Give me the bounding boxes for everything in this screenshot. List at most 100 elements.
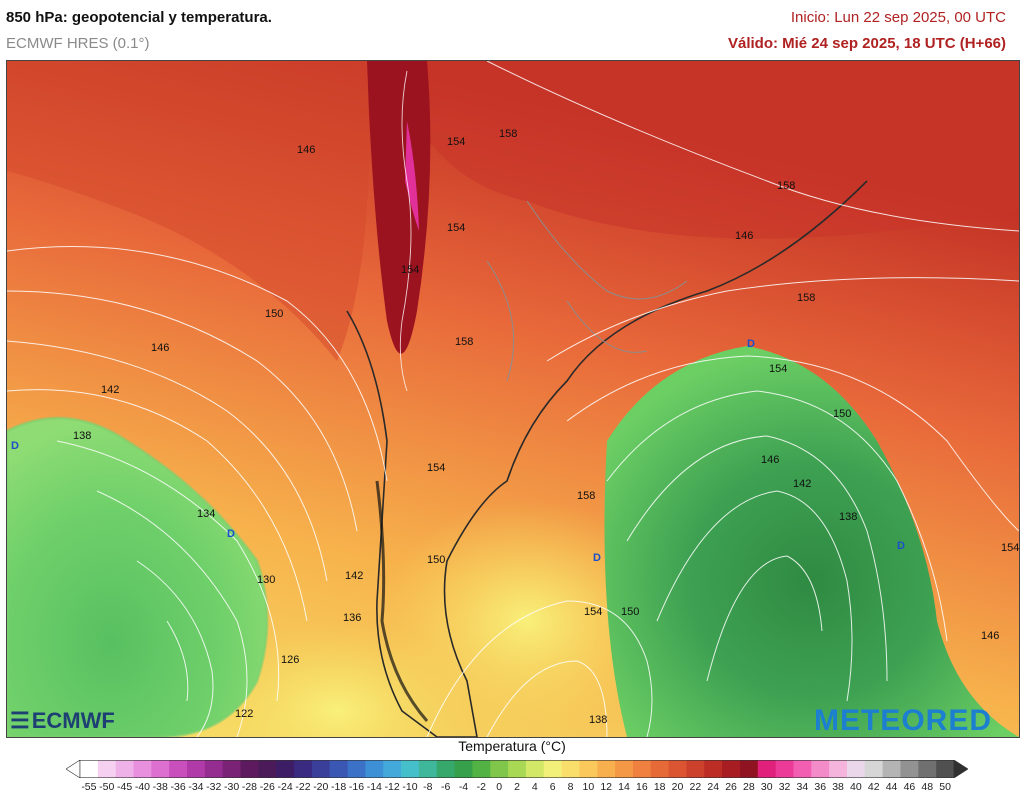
legend-tick-label: 24 — [707, 781, 720, 793]
legend-swatch — [454, 760, 473, 778]
legend-swatch — [811, 760, 830, 778]
legend-tick-label: -32 — [206, 781, 222, 793]
legend-tick-label: -55 — [81, 781, 97, 793]
low-marker: D — [11, 440, 19, 452]
map-canvas: 158 158 154 154 150 146 142 138 134 130 … — [7, 61, 1019, 737]
contour-labels: 158 158 154 154 150 146 142 138 134 130 … — [73, 128, 1019, 726]
legend-tick-label: 34 — [796, 781, 809, 793]
contour-label: 154 — [447, 222, 465, 234]
legend-swatch — [401, 760, 420, 778]
legend-swatch — [169, 760, 188, 778]
legend-tick-label: -10 — [402, 781, 418, 793]
legend-arrow-min — [65, 759, 81, 779]
legend-swatch — [97, 760, 117, 778]
legend-swatch — [739, 760, 759, 778]
legend-tick-label: 0 — [496, 781, 503, 793]
contour-label: 142 — [793, 478, 811, 490]
legend-swatch — [579, 760, 598, 778]
legend-swatch — [240, 760, 259, 778]
legend-swatch — [80, 760, 99, 778]
legend-swatch — [882, 760, 901, 778]
legend-swatch — [829, 760, 848, 778]
legend-swatch — [258, 760, 277, 778]
legend-swatch — [187, 760, 206, 778]
legend-swatch — [294, 760, 313, 778]
legend-tick-label: -24 — [277, 781, 293, 793]
contour-label: 142 — [345, 570, 363, 582]
legend-swatch — [668, 760, 687, 778]
legend-swatch — [436, 760, 456, 778]
legend-tick-label: 32 — [778, 781, 791, 793]
contour-label: 138 — [589, 714, 607, 726]
legend-swatch — [329, 760, 349, 778]
legend-swatch — [918, 760, 937, 778]
legend-tick-label: 40 — [850, 781, 862, 793]
legend-swatch — [472, 760, 491, 778]
legend-tick-label: 42 — [867, 781, 880, 793]
legend-tick-label: -12 — [384, 781, 400, 793]
legend-tick-label: 8 — [567, 781, 574, 793]
contour-label: 158 — [577, 490, 595, 502]
legend-swatch — [543, 760, 563, 778]
contour-label: 150 — [265, 308, 283, 320]
legend-swatch — [561, 760, 580, 778]
legend-swatch — [115, 760, 135, 778]
ecmwf-logo-text: ECMWF — [31, 708, 115, 733]
contour-label: 136 — [343, 612, 361, 624]
color-bar-svg — [65, 759, 969, 779]
legend-ticks: -55 -50 -45 -40 -38 -36 -34 -32 -30 -28 -26 -24 -22-… — [0, 781, 1024, 797]
legend-swatch — [722, 760, 741, 778]
contour-label: 154 — [447, 136, 465, 148]
contour-label: 154 — [401, 264, 419, 276]
legend-swatch — [686, 760, 705, 778]
contour-label: 150 — [427, 554, 445, 566]
legend-tick-label: -36 — [170, 781, 186, 793]
ecmwf-logo: ☰ ECMWF — [10, 708, 115, 734]
contour-label: 154 — [584, 606, 602, 618]
legend-swatch — [615, 760, 634, 778]
legend-tick-label: 36 — [814, 781, 827, 793]
legend-tick-label: -20 — [313, 781, 329, 793]
model-label: ECMWF HRES (0.1°) — [6, 35, 150, 52]
weather-map[interactable]: 158 158 154 154 150 146 142 138 134 130 … — [6, 60, 1020, 738]
temperature-color-bar — [65, 759, 969, 779]
legend-tick-label: -22 — [295, 781, 311, 793]
contour-label: 142 — [101, 384, 119, 396]
legend-arrow-max — [953, 759, 969, 779]
legend-swatch — [133, 760, 152, 778]
contour-label: 134 — [197, 508, 215, 520]
legend-swatch — [365, 760, 384, 778]
legend-tick-label: -6 — [440, 781, 451, 793]
contour-label: 146 — [761, 454, 779, 466]
legend-tick-label: -4 — [458, 781, 469, 793]
legend-swatch — [775, 760, 794, 778]
contour-label: 138 — [73, 430, 91, 442]
legend-tick-label: 28 — [743, 781, 755, 793]
legend-tick-label: 48 — [921, 781, 934, 793]
legend-tick-label: 14 — [618, 781, 630, 793]
legend-swatch — [204, 760, 224, 778]
contour-label: 126 — [281, 654, 299, 666]
legend-swatch — [383, 760, 402, 778]
legend-swatch — [418, 760, 438, 778]
legend-tick-label: 46 — [903, 781, 916, 793]
legend-tick-label: -28 — [241, 781, 258, 793]
contour-label: 150 — [621, 606, 639, 618]
meteored-logo: METEORED — [813, 704, 992, 737]
legend-swatch — [793, 760, 812, 778]
contour-label: 146 — [297, 144, 315, 156]
legend-swatch — [846, 760, 866, 778]
legend-swatch — [900, 760, 919, 778]
legend-tick-label: -18 — [331, 781, 347, 793]
low-marker: D — [747, 338, 755, 350]
legend-swatch — [347, 760, 366, 778]
legend-tick-label: 6 — [549, 781, 556, 793]
legend-tick-label: 12 — [600, 781, 613, 793]
contour-label: 154 — [769, 363, 787, 375]
contour-label: 158 — [797, 292, 815, 304]
contour-label: 154 — [427, 462, 445, 474]
init-time: Inicio: Lun 22 sep 2025, 00 UTC — [790, 9, 1006, 26]
legend-tick-label: 50 — [939, 781, 951, 793]
legend-tick-label: 16 — [636, 781, 648, 793]
legend-tick-label: 26 — [725, 781, 737, 793]
